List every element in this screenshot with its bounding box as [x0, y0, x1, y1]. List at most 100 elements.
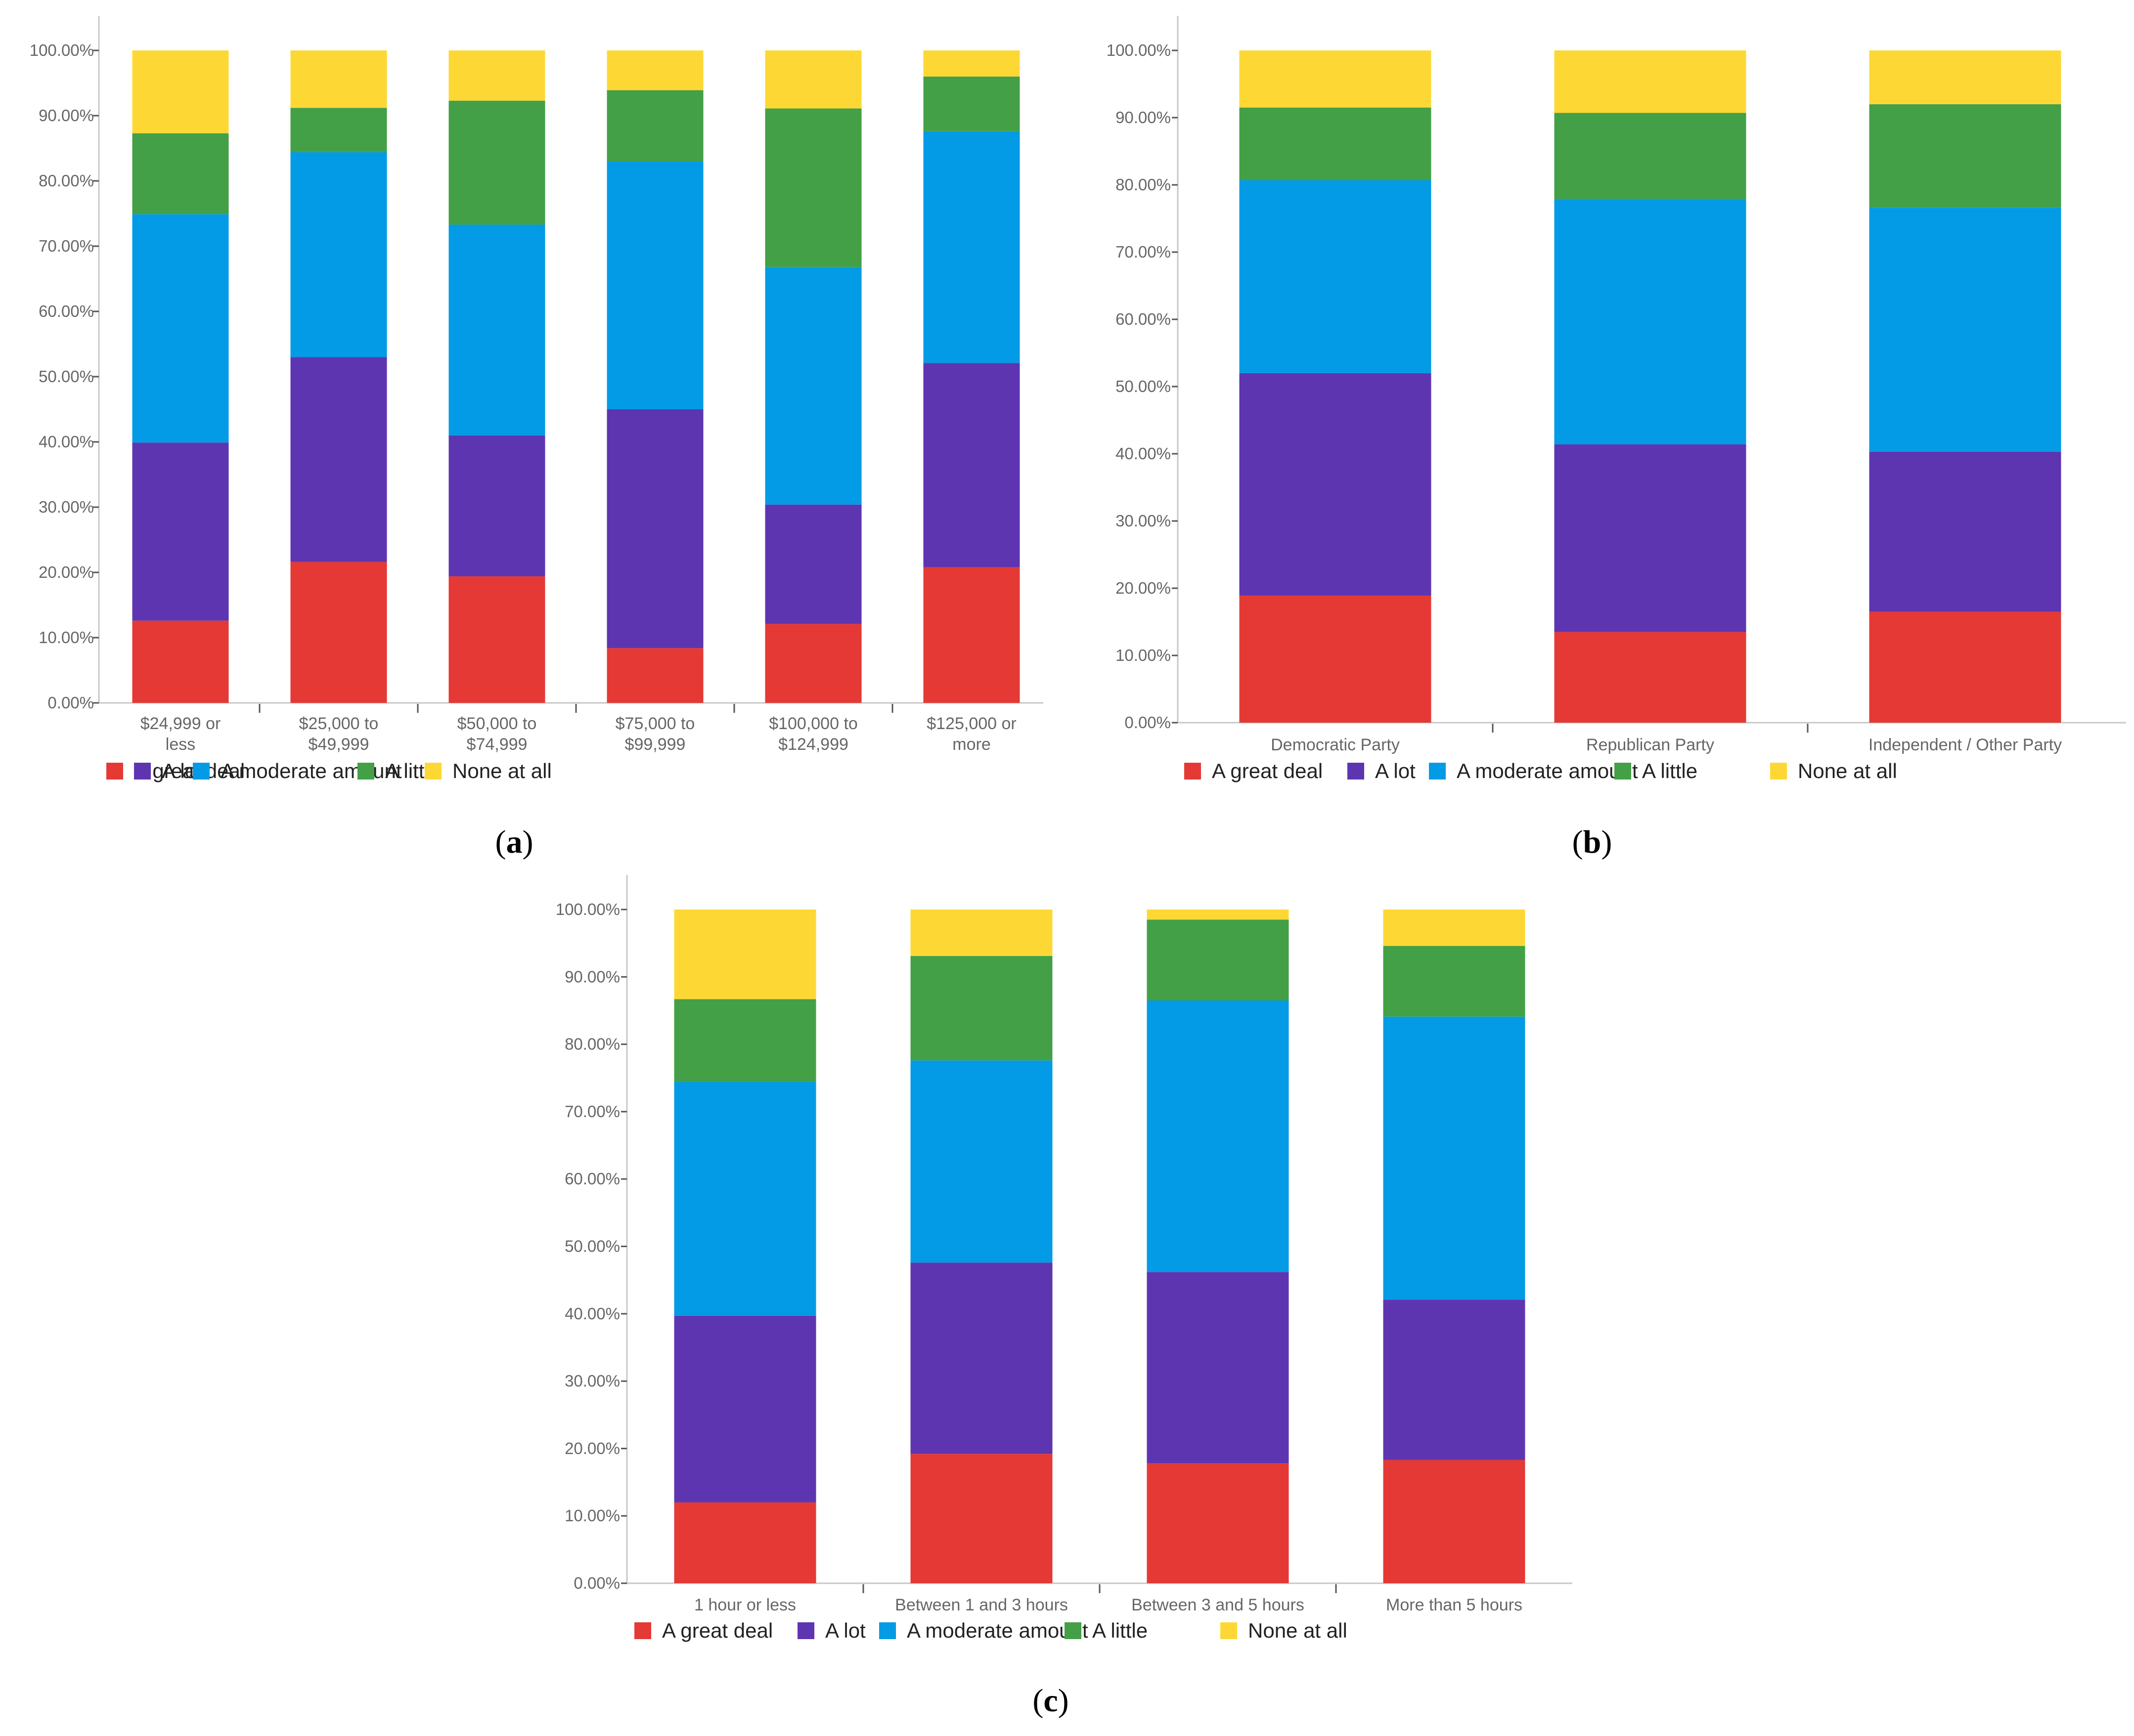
legend-swatch [879, 1622, 896, 1639]
bar-segment [1147, 910, 1289, 920]
y-tick-label: 0.00% [574, 1574, 620, 1592]
y-tick-label: 70.00% [1115, 243, 1171, 261]
bar-segment [1554, 444, 1746, 632]
y-tick-label: 10.00% [565, 1507, 620, 1525]
legend-label: A little [1642, 759, 1697, 782]
legend-swatch [193, 763, 210, 780]
bar-segment [923, 76, 1020, 131]
y-tick-label: 60.00% [39, 302, 94, 320]
bar-segment [1869, 104, 2061, 208]
legend-swatch [1614, 763, 1631, 780]
bar-segment [607, 90, 704, 162]
y-tick-label: 30.00% [565, 1372, 620, 1390]
y-tick-label: 0.00% [1124, 713, 1171, 732]
bar-segment [910, 956, 1053, 1061]
bar-segment [290, 152, 387, 357]
bar-segment [607, 648, 704, 703]
y-tick-label: 100.00% [556, 900, 620, 918]
bar-segment [1869, 451, 2061, 612]
legend-label: A great deal [134, 759, 245, 782]
bar-segment [1554, 632, 1746, 723]
bar-segment [290, 108, 387, 152]
legend-swatch [357, 763, 374, 780]
chart-panel-b: 0.00% 10.00% 20.00% 30.00% 40.00% 50.00% 60.00… [1107, 16, 2126, 860]
bar-segment [607, 161, 704, 409]
y-tick-label: 50.00% [1115, 377, 1171, 395]
legend-swatch [106, 763, 123, 780]
y-tick-label: 40.00% [1115, 444, 1171, 463]
bar-segment [448, 100, 545, 225]
y-tick-label: 10.00% [1115, 646, 1171, 664]
x-tick-label: $75,000 to $99,999 [616, 714, 695, 754]
chart-panel-c: 0.00% 10.00% 20.00% 30.00% 40.00% 50.00% 60.00… [556, 875, 1572, 1719]
bar-segment [132, 50, 229, 133]
y-tick-label: 20.00% [565, 1439, 620, 1457]
bar-segment [1383, 1460, 1525, 1583]
legend-label: A lot [1375, 759, 1416, 782]
bar-segment [765, 50, 862, 109]
y-tick-label: 100.00% [1107, 41, 1171, 59]
bar-segment [607, 50, 704, 90]
x-tick-label: 1 hour or less [694, 1596, 796, 1614]
bar-segment [923, 363, 1020, 567]
legend-label: A moderate amount [1457, 759, 1638, 782]
bar-segment [290, 50, 387, 108]
y-tick-label: 90.00% [1115, 108, 1171, 127]
bar-segment [1147, 1463, 1289, 1583]
bar-segment [1869, 50, 2061, 104]
y-tick-label: 0.00% [47, 694, 94, 712]
bar-segment [1147, 919, 1289, 1001]
y-tick-label: 70.00% [565, 1102, 620, 1121]
legend-swatch [634, 1622, 651, 1639]
y-tick-label: 60.00% [1115, 310, 1171, 328]
y-tick-label: 100.00% [30, 41, 94, 59]
bar-segment [1239, 373, 1431, 596]
y-tick-label: 90.00% [565, 967, 620, 986]
bar-segment [132, 442, 229, 621]
y-tick-label: 40.00% [39, 433, 94, 451]
bar-segment [765, 108, 862, 267]
legend-swatch [1184, 763, 1201, 780]
x-tick-label: Between 3 and 5 hours [1131, 1596, 1304, 1614]
bar-segment [910, 910, 1053, 956]
bar-segment [448, 576, 545, 703]
y-tick-label: 50.00% [565, 1237, 620, 1256]
bar-segment [674, 910, 816, 999]
y-tick-label: 30.00% [1115, 512, 1171, 530]
bar-segment [1554, 50, 1746, 113]
bar-segment [1383, 1300, 1525, 1460]
x-tick-label: $24,999 or less [140, 714, 221, 754]
x-tick-label: Between 1 and 3 hours [895, 1596, 1068, 1614]
bar-segment [1239, 50, 1431, 108]
bar-segment [765, 624, 862, 703]
bar-segment [1147, 1000, 1289, 1272]
legend-swatch [1770, 763, 1787, 780]
y-tick-label: 80.00% [39, 172, 94, 190]
y-tick-label: 80.00% [1115, 175, 1171, 194]
bar-segment [1554, 199, 1746, 444]
bar-segment [607, 409, 704, 649]
legend-swatch [134, 763, 151, 780]
bar-segment [132, 620, 229, 703]
bar-segment [674, 1082, 816, 1316]
bar-segment [1383, 1016, 1525, 1300]
bar-segment [910, 1454, 1053, 1583]
legend-label: A little [1092, 1619, 1148, 1642]
bar-segment [1383, 910, 1525, 946]
bar-segment [448, 224, 545, 435]
bar-segment [1239, 107, 1431, 180]
bar-segment [674, 1315, 816, 1503]
bar-segment [910, 1262, 1053, 1454]
bar-segment [674, 1502, 816, 1583]
bar-segment [765, 267, 862, 505]
legend-label: None at all [1798, 759, 1897, 782]
panel-caption: (b) [1572, 824, 1612, 860]
bar-segment [765, 504, 862, 624]
y-tick-label: 20.00% [1115, 579, 1171, 597]
legend-swatch [1347, 763, 1364, 780]
y-tick-label: 20.00% [39, 563, 94, 581]
legend-label: None at all [1248, 1619, 1347, 1642]
legend-swatch [1429, 763, 1446, 780]
legend-label: A lot [825, 1619, 866, 1642]
bar-segment [910, 1060, 1053, 1263]
